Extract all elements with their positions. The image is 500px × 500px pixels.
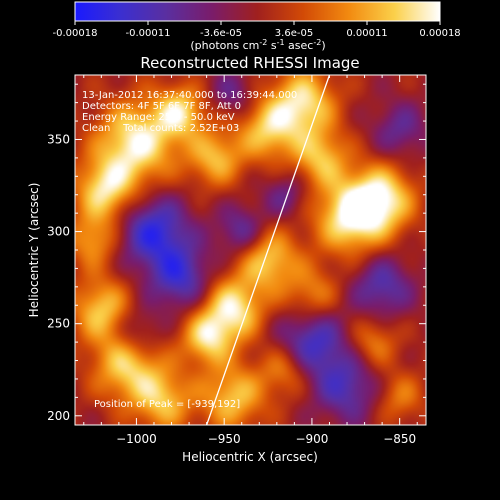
colorbar-tick-label: -0.00011 bbox=[126, 28, 171, 39]
colorbar-tick-label: -0.00018 bbox=[53, 28, 98, 39]
info-detectors: Detectors: 4F 5F 6F 7F 8F, Att 0 bbox=[82, 101, 241, 112]
x-tick-label: −1000 bbox=[116, 432, 157, 446]
colorbar-units: (photons cm-2 s-1 asec-2) bbox=[190, 38, 325, 52]
solar-limb-line bbox=[206, 75, 331, 425]
colorbar-tick-label: 0.00018 bbox=[419, 28, 460, 39]
info-energy-range: Energy Range: 25.0 - 50.0 keV bbox=[82, 112, 235, 123]
colorbar-ticks: -0.00018 -0.00011 -3.6e-05 3.6e-05 0.00011 0.… bbox=[53, 21, 461, 39]
y-tick-label: 300 bbox=[47, 225, 70, 239]
colorbar-tick-label: 3.6e-05 bbox=[275, 28, 313, 39]
colorbar-strip bbox=[74, 1, 441, 22]
heatmap-image bbox=[75, 75, 426, 425]
y-axis-label: Heliocentric Y (arcsec) bbox=[27, 183, 41, 318]
y-tick-label: 250 bbox=[47, 317, 70, 331]
chart-title: Reconstructed RHESSI Image bbox=[140, 54, 359, 72]
observation-info: 13-Jan-2012 16:37:40.000 to 16:39:44.000… bbox=[82, 90, 297, 134]
y-tick-label: 350 bbox=[47, 132, 70, 146]
colorbar: -0.00018 -0.00011 -3.6e-05 3.6e-05 0.00011 0.… bbox=[53, 1, 461, 52]
x-tick-label: −950 bbox=[208, 432, 241, 446]
x-axis-label: Heliocentric X (arcsec) bbox=[182, 450, 318, 464]
colorbar-tick-label: 0.00011 bbox=[346, 28, 387, 39]
colorbar-tick-label: -3.6e-05 bbox=[200, 28, 242, 39]
info-counts: Clean Total counts: 2.52E+03 bbox=[82, 123, 239, 134]
plot-area bbox=[75, 75, 426, 425]
info-time-range: 13-Jan-2012 16:37:40.000 to 16:39:44.000 bbox=[82, 90, 297, 101]
axis-ticks: −1000 −950 −900 −850 200 250 300 350 bbox=[47, 75, 426, 446]
x-tick-label: −850 bbox=[383, 432, 416, 446]
y-tick-label: 200 bbox=[47, 409, 70, 423]
peak-position-label: Position of Peak = [-939,192] bbox=[94, 399, 240, 410]
x-tick-label: −900 bbox=[295, 432, 328, 446]
